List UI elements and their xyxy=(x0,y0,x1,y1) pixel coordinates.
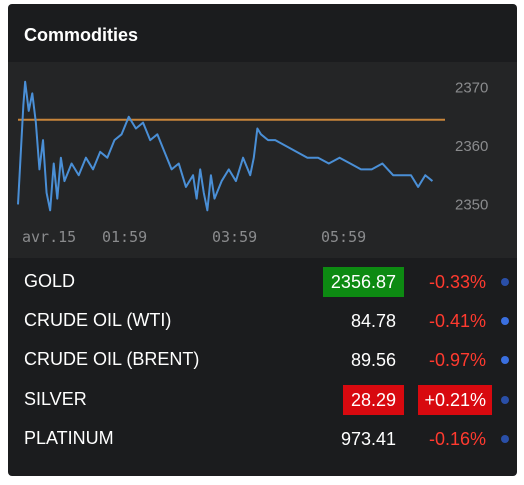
commodity-price: 2356.87 xyxy=(322,267,404,297)
commodity-row-silver[interactable]: SILVER 28.29 +0.21% xyxy=(8,380,517,419)
y-tick-label: 2360 xyxy=(455,138,488,155)
price-series-line xyxy=(17,80,434,212)
x-tick-label: 05:59 xyxy=(321,228,366,246)
commodity-price: 89.56 xyxy=(350,350,396,371)
commodity-price: 973.41 xyxy=(340,428,396,449)
status-dot-icon xyxy=(501,395,509,404)
commodity-change: -0.41% xyxy=(428,311,486,332)
y-tick-label: 2350 xyxy=(455,196,488,213)
status-dot-icon xyxy=(501,356,509,365)
commodity-change: -0.33% xyxy=(428,272,486,292)
y-tick-label: 2370 xyxy=(455,80,488,97)
commodity-name: SILVER xyxy=(24,388,87,409)
status-dot-icon xyxy=(501,434,509,443)
commodity-name: CRUDE OIL (BRENT) xyxy=(24,349,200,370)
x-tick-label: 03:59 xyxy=(212,228,257,246)
widget-title: Commodities xyxy=(24,25,139,45)
commodity-change: -0.97% xyxy=(428,350,486,371)
commodity-row-gold[interactable]: GOLD 2356.87 -0.33% xyxy=(8,262,517,301)
commodity-change: -0.16% xyxy=(428,428,486,449)
x-tick-label: 01:59 xyxy=(102,228,147,246)
commodity-name: GOLD xyxy=(24,271,76,291)
status-dot-icon xyxy=(501,317,509,326)
commodities-list: GOLD 2356.87 -0.33% CRUDE OIL (WTI) 84.7… xyxy=(8,262,517,458)
commodity-price: 84.78 xyxy=(350,311,396,332)
x-tick-label: avr.15 xyxy=(22,228,76,246)
price-chart[interactable]: 2370 2360 2350 avr.15 01:59 03:59 05:59 xyxy=(8,62,517,258)
commodity-row-crude-oil-brent[interactable]: CRUDE OIL (BRENT) 89.56 -0.97% xyxy=(8,340,517,379)
commodities-widget: Commodities 2370 2360 2350 avr.15 01:59 03:59… xyxy=(8,4,517,476)
commodity-row-platinum[interactable]: PLATINUM 973.41 -0.16% xyxy=(8,419,517,458)
commodity-row-crude-oil-wti[interactable]: CRUDE OIL (WTI) 84.78 -0.41% xyxy=(8,301,517,340)
commodity-name: PLATINUM xyxy=(24,427,114,448)
status-dot-icon xyxy=(501,278,509,286)
commodity-price: 28.29 xyxy=(342,384,404,415)
commodity-name: CRUDE OIL (WTI) xyxy=(24,310,172,331)
commodity-change: +0.21% xyxy=(418,384,492,415)
chart-svg: 2370 2360 2350 avr.15 01:59 03:59 05:59 xyxy=(17,80,488,246)
